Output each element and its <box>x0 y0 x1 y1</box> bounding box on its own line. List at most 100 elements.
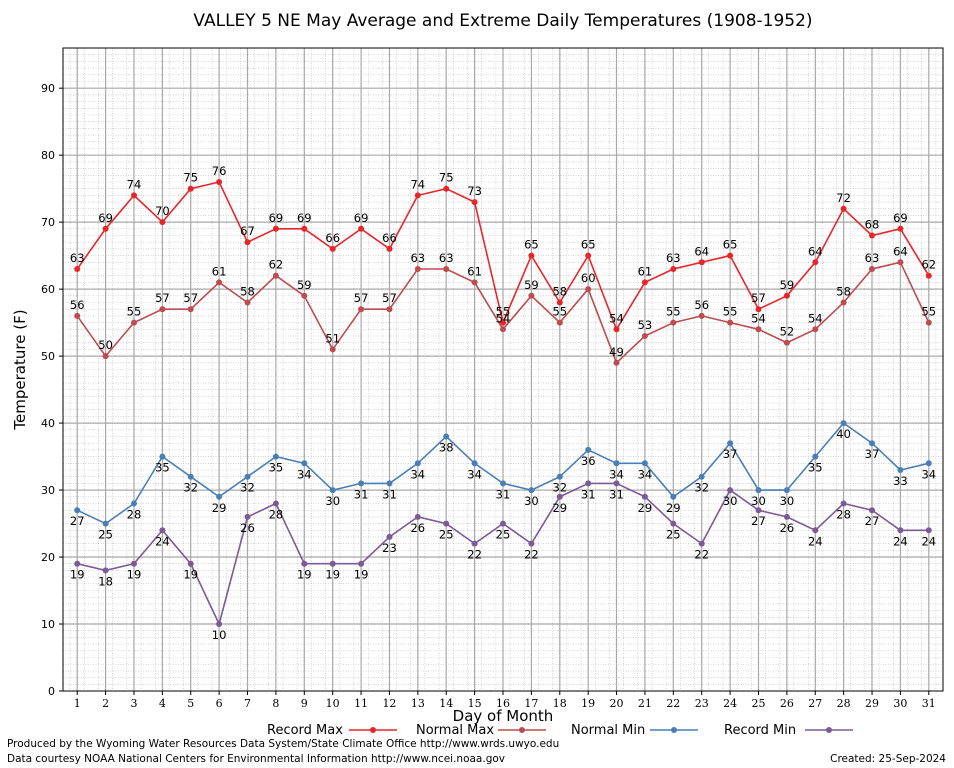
data-label: 69 <box>269 211 284 225</box>
data-point <box>131 192 137 199</box>
x-tick-label: 23 <box>695 697 709 710</box>
data-point <box>329 346 336 353</box>
data-label: 57 <box>354 291 369 305</box>
data-point <box>500 319 506 326</box>
x-tick-label: 2 <box>102 697 109 710</box>
data-point <box>783 292 790 299</box>
data-point <box>500 520 506 527</box>
data-point <box>840 420 847 427</box>
data-point <box>613 480 620 487</box>
legend-label: Record Min <box>724 723 796 738</box>
data-label: 66 <box>382 231 397 245</box>
data-point <box>528 487 535 494</box>
data-label: 75 <box>439 171 454 185</box>
data-label: 54 <box>751 311 766 325</box>
data-label: 34 <box>921 467 936 481</box>
data-label: 69 <box>98 211 113 225</box>
data-label: 31 <box>609 487 624 501</box>
data-point <box>613 359 620 366</box>
x-tick-label: 26 <box>780 697 794 710</box>
data-label: 52 <box>780 325 795 339</box>
data-point <box>670 266 677 272</box>
x-tick-label: 17 <box>524 697 538 710</box>
x-tick-label: 24 <box>723 697 737 710</box>
data-label: 69 <box>297 211 312 225</box>
data-point <box>272 500 279 507</box>
data-point <box>414 192 421 199</box>
legend-label: Normal Max <box>416 723 494 738</box>
data-point <box>244 513 251 520</box>
series-normal-max: 56 50 55 57 57 61 58 62 59 51 57 57 63 63 61 54 59 55 60 49… <box>70 244 936 366</box>
data-point <box>471 199 478 206</box>
x-tick-label: 8 <box>272 697 279 710</box>
data-label: 61 <box>467 264 482 278</box>
data-label: 24 <box>921 534 936 548</box>
x-tick-label: 25 <box>751 697 765 710</box>
data-point <box>301 292 308 299</box>
data-label: 62 <box>269 258 284 272</box>
data-label: 23 <box>382 541 397 555</box>
y-tick-label: 50 <box>41 350 55 363</box>
data-label: 24 <box>808 534 823 548</box>
data-label: 58 <box>836 285 851 299</box>
x-tick-label: 18 <box>553 697 567 710</box>
data-point <box>500 326 506 333</box>
data-label: 37 <box>723 447 738 461</box>
data-label: 67 <box>240 224 255 238</box>
data-point <box>386 245 393 252</box>
y-axis-ticks: 0 10 20 30 40 50 60 70 80 90 <box>41 82 63 698</box>
footer-produced-by: Produced by the Wyoming Water Resources … <box>7 738 560 750</box>
data-point <box>698 473 705 480</box>
data-point <box>471 540 478 547</box>
data-point <box>698 259 705 266</box>
data-label: 74 <box>127 177 142 191</box>
data-label: 32 <box>552 481 567 495</box>
data-point <box>414 266 421 272</box>
data-label: 64 <box>694 244 709 258</box>
data-label: 26 <box>780 521 795 535</box>
data-point <box>443 433 450 440</box>
x-tick-label: 10 <box>326 697 340 710</box>
legend-item-record-max: Record Max <box>267 723 397 738</box>
data-point <box>556 493 563 500</box>
x-tick-label: 13 <box>411 697 425 710</box>
data-label: 34 <box>297 467 312 481</box>
data-label: 24 <box>155 534 170 548</box>
data-label: 59 <box>297 278 312 292</box>
x-tick-label: 16 <box>496 697 510 710</box>
data-point <box>869 507 875 514</box>
y-tick-label: 0 <box>48 685 55 698</box>
data-label: 19 <box>127 568 142 582</box>
data-point <box>272 453 279 460</box>
data-label: 57 <box>751 291 766 305</box>
data-label: 18 <box>98 574 113 588</box>
data-label: 30 <box>723 494 738 508</box>
series-layer: 63 69 74 70 75 76 67 69 69 66 69 66 74 75 73 55 65 58 65 54… <box>70 164 936 642</box>
data-point <box>556 299 563 306</box>
x-tick-label: 31 <box>922 697 936 710</box>
data-point <box>74 560 81 567</box>
data-point <box>897 225 904 232</box>
data-point <box>329 245 336 252</box>
data-point <box>443 266 450 272</box>
data-point <box>528 252 535 259</box>
data-label: 29 <box>638 501 653 515</box>
data-point <box>783 339 790 346</box>
data-point <box>869 232 875 239</box>
grid-major <box>63 48 943 691</box>
data-point <box>74 507 81 514</box>
data-label: 61 <box>212 264 227 278</box>
data-point <box>925 460 932 467</box>
data-label: 73 <box>467 184 482 198</box>
data-label: 27 <box>70 514 85 528</box>
data-point <box>556 319 563 326</box>
data-label: 31 <box>354 487 369 501</box>
data-label: 56 <box>70 298 85 312</box>
data-label: 30 <box>751 494 766 508</box>
data-point <box>329 560 336 567</box>
data-point <box>102 225 109 232</box>
data-point <box>755 326 762 333</box>
data-point <box>613 326 620 333</box>
legend-swatch-marker <box>370 727 376 733</box>
data-point <box>585 252 592 259</box>
